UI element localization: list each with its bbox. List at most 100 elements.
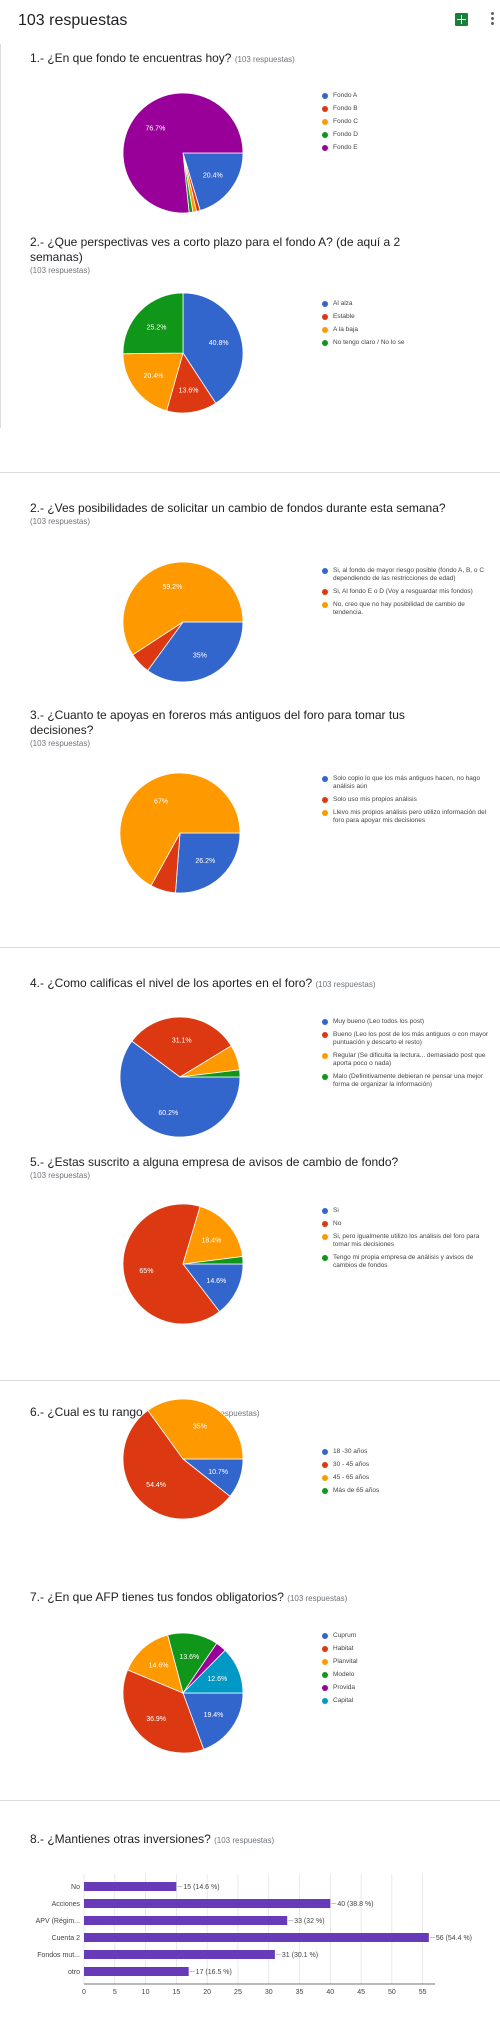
pie-slice-label: 18.4% [201, 1237, 221, 1244]
value-label: 33 (32 %) [294, 1918, 324, 1925]
legend-label: Fondo E [333, 144, 358, 151]
legend-swatch [322, 810, 328, 816]
pie-slice-label: 54.4% [146, 1482, 166, 1489]
bar [84, 1933, 429, 1942]
legend-item: Llevo mis propios análisis pero utilizo … [322, 809, 492, 825]
pie-slice-label: 13.6% [179, 1654, 199, 1661]
pie-slice [122, 1669, 205, 1754]
legend-1: Fondo A Fondo B Fondo C Fondo D Fondo E [322, 92, 492, 157]
legend-item: 45 - 65 años [322, 1474, 492, 1482]
pie-slice [122, 352, 184, 412]
legend-6: Si No Si, pero igualmente utilizo los anál… [322, 1207, 492, 1275]
legend-label: Solo copio lo que los más antiguos hacen… [333, 775, 481, 790]
pie-slice-label: 14.6% [206, 1278, 226, 1285]
sheets-icon[interactable] [455, 13, 468, 26]
legend-item: Fondo E [322, 144, 492, 152]
pie-slice [122, 1203, 221, 1325]
category-label: otro [68, 1969, 80, 1976]
legend-label: No, creo que no hay posibilidad de cambi… [333, 601, 465, 616]
pie-slice-label: 35% [193, 1423, 207, 1430]
legend-swatch [322, 1234, 328, 1240]
pie-slice-label: 31.1% [172, 1037, 192, 1044]
legend-swatch [322, 1074, 328, 1080]
response-count: (103 respuestas) [287, 1594, 348, 1603]
x-tick-label: 40 [326, 1989, 334, 1996]
pie-slice-label: 67% [154, 798, 168, 805]
legend-label: Fondo D [333, 131, 358, 138]
pie-slice [119, 772, 241, 887]
legend-item: Bueno (Leo los post de los más antiguos … [322, 1031, 492, 1047]
bar [84, 1882, 177, 1891]
bar [84, 1916, 288, 1925]
more-vert-icon[interactable] [491, 12, 495, 28]
legend-swatch [322, 1475, 328, 1481]
pie-slice [147, 621, 244, 683]
question-3-title: 2.- ¿Ves posibilidades de solicitar un c… [30, 501, 450, 527]
response-count: (103 respuestas) [214, 1836, 275, 1845]
x-tick-label: 10 [142, 1989, 150, 1996]
legend-item: Fondo D [322, 131, 492, 139]
legend-8: Cuprum Habitat Planvital Modelo Provida Capit… [322, 1632, 492, 1710]
pie-chart-2: 40.8% 13.6% 20.4% 25.2% [122, 292, 244, 414]
card-divider [0, 1380, 500, 1381]
pie-slice-label: 20.4% [203, 173, 223, 180]
category-label: Fondos mut... [37, 1952, 80, 1959]
value-label: 40 (38.8 %) [337, 1901, 373, 1908]
x-tick-label: 35 [296, 1989, 304, 1996]
legend-swatch [322, 301, 328, 307]
question-8-title: 7.- ¿En que AFP tienes tus fondos obliga… [30, 1590, 348, 1604]
pie-slice [147, 1398, 244, 1460]
legend-swatch [322, 340, 328, 346]
legend-label: Si, pero igualmente utilizo los análisis… [333, 1233, 480, 1248]
value-label: 56 (54.4 %) [436, 1935, 472, 1942]
card-divider [0, 1800, 500, 1801]
legend-item: Planvital [322, 1658, 492, 1666]
response-count: (103 respuestas) [30, 1171, 91, 1180]
pie-slice [182, 152, 244, 211]
legend-swatch [322, 106, 328, 112]
legend-swatch [322, 1449, 328, 1455]
pie-slice-label: 40.8% [209, 340, 229, 347]
legend-label: No tengo claro / No lo se [333, 339, 405, 346]
legend-swatch [322, 776, 328, 782]
pie-slice [131, 1016, 232, 1078]
legend-label: 45 - 65 años [333, 1474, 370, 1481]
pie-slice [182, 1205, 243, 1265]
legend-label: Fondo A [333, 92, 358, 99]
bar-chart-9: 0 5 10 15 20 25 30 35 40 45 50 55 No 15 (14.6 %) Accio… [36, 1874, 472, 1996]
legend-label: Cuprum [333, 1632, 357, 1639]
legend-swatch [322, 1462, 328, 1468]
card-border [0, 44, 1, 428]
legend-swatch [322, 145, 328, 151]
legend-item: Solo uso mis propios análisis [322, 796, 492, 804]
legend-item: Regular (Se dificulta la lectura... dema… [322, 1052, 492, 1068]
value-label: 31 (30.1 %) [282, 1952, 318, 1959]
legend-4: Solo copio lo que los más antiguos hacen… [322, 775, 492, 830]
question-1-title: 1.- ¿En que fondo te encuentras hoy? (10… [30, 51, 295, 65]
legend-item: No, creo que no hay posibilidad de cambi… [322, 601, 492, 617]
x-tick-label: 45 [357, 1989, 365, 1996]
legend-2: Al alza Estable A la baja No tengo claro / … [322, 300, 492, 352]
legend-label: Solo uso mis propios análisis [333, 796, 417, 803]
legend-label: Fondo B [333, 105, 358, 112]
pie-chart-6: 14.6% 65% 18.4% [122, 1203, 244, 1325]
question-2-title: 2.- ¿Que perspectivas ves a corto plazo … [30, 235, 450, 276]
pie-slice-label: 36.9% [146, 1716, 166, 1723]
legend-swatch [322, 1208, 328, 1214]
legend-item: Al alza [322, 300, 492, 308]
pie-slice [122, 1409, 231, 1520]
response-count: (103 respuestas) [30, 739, 91, 748]
legend-label: Estable [333, 313, 355, 320]
pie-slice [182, 1649, 244, 1694]
legend-item: Tengo mi propia empresa de análisis y av… [322, 1254, 492, 1270]
pie-chart-7: 10.7% 54.4% 35% [122, 1398, 244, 1520]
pie-slice-label: 14.6% [149, 1662, 169, 1669]
legend-item: Si, pero igualmente utilizo los análisis… [322, 1233, 492, 1249]
legend-swatch [322, 93, 328, 99]
category-label: Cuenta 2 [52, 1935, 81, 1942]
legend-swatch [322, 1221, 328, 1227]
bar [84, 1967, 189, 1976]
legend-label: Llevo mis propios análisis pero utilizo … [333, 809, 487, 824]
x-tick-label: 20 [203, 1989, 211, 1996]
header: 103 respuestas [0, 0, 500, 44]
